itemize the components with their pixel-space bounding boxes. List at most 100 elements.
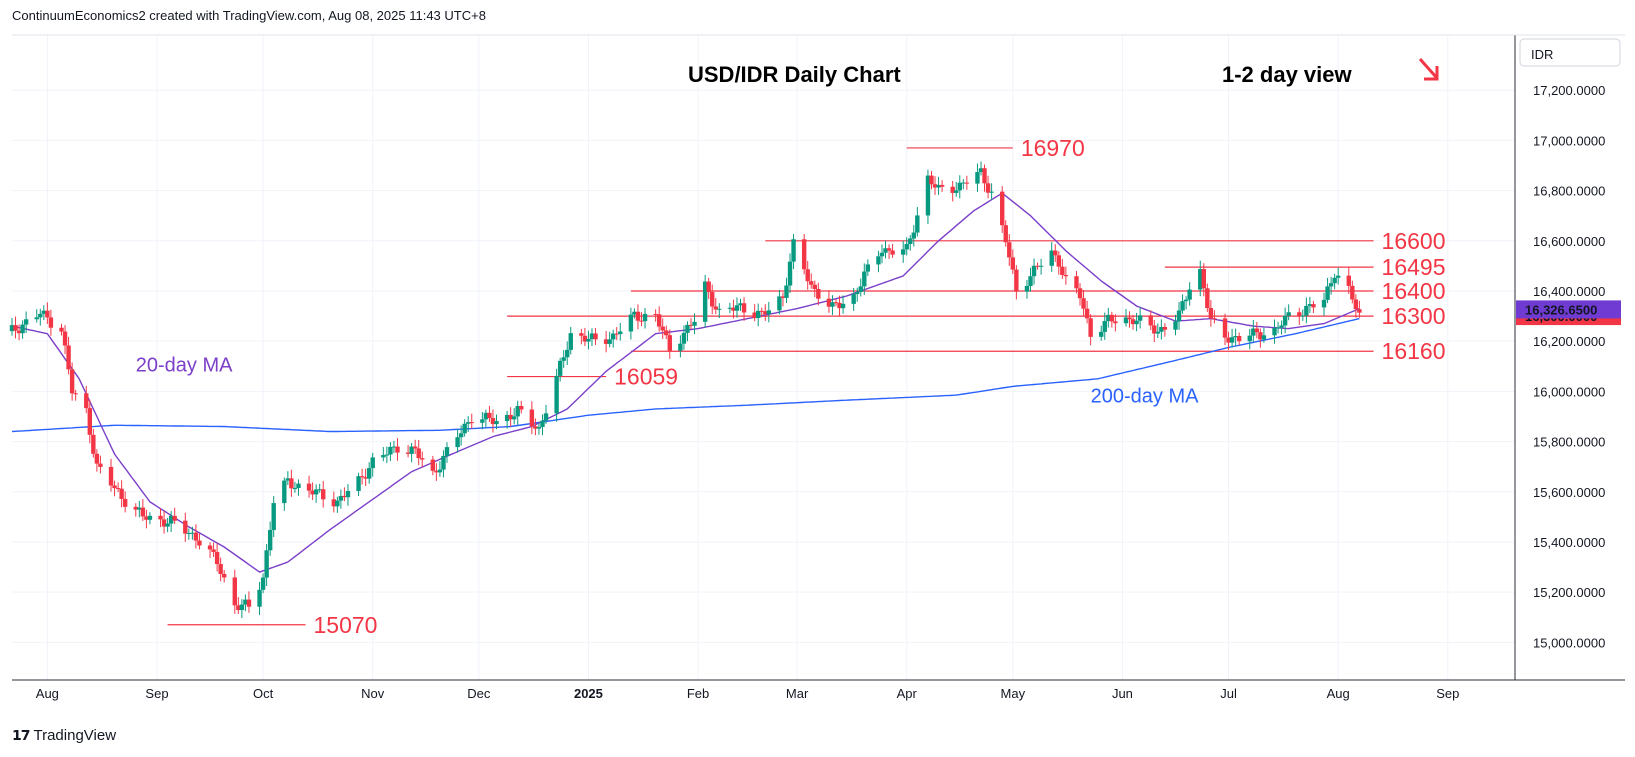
candle-body xyxy=(1286,312,1291,316)
candle-body xyxy=(805,269,810,282)
candle-body xyxy=(161,519,167,527)
candle-body xyxy=(1134,320,1139,325)
candle-body xyxy=(741,303,747,313)
candle-body xyxy=(565,349,570,358)
candle-body xyxy=(766,310,772,315)
candle-body xyxy=(1099,331,1104,337)
candle-body xyxy=(801,239,807,270)
candle-body xyxy=(1130,319,1136,325)
candle-body xyxy=(607,339,612,344)
candle-body xyxy=(38,313,43,318)
candle-body xyxy=(1035,265,1040,267)
candle-body xyxy=(1088,318,1093,337)
candle-body xyxy=(264,550,269,578)
y-tick-label: 16,600.0000 xyxy=(1533,234,1605,249)
candle-body xyxy=(985,183,991,193)
candle-body xyxy=(1275,327,1281,329)
candlesticks xyxy=(9,161,1362,619)
candle-body xyxy=(20,324,25,334)
candle-body xyxy=(1152,325,1157,334)
candle-body xyxy=(87,408,93,435)
currency-box xyxy=(1519,38,1621,67)
candle-body xyxy=(441,455,446,470)
candle-body xyxy=(964,182,970,184)
candle-body xyxy=(289,478,294,489)
candle-body xyxy=(1205,288,1210,309)
candle-body xyxy=(271,503,276,531)
last-price-tag xyxy=(1516,300,1621,319)
candle-body xyxy=(108,466,114,486)
candle-body xyxy=(1258,332,1263,340)
candle-body xyxy=(112,485,117,489)
x-tick-label: Jul xyxy=(1220,686,1237,701)
x-tick-label: Oct xyxy=(253,686,274,701)
candle-body xyxy=(306,483,312,491)
x-tick-label: Sep xyxy=(145,686,168,701)
candle-body xyxy=(1222,318,1228,338)
candle-body xyxy=(536,427,542,429)
candle-body xyxy=(243,599,248,605)
candle-body xyxy=(207,545,213,550)
y-tick-label: 15,400.0000 xyxy=(1533,535,1605,550)
candle-body xyxy=(954,190,959,193)
y-tick-label: 17,000.0000 xyxy=(1533,133,1605,148)
candle-body xyxy=(1247,335,1252,342)
candle-body xyxy=(172,515,177,521)
candle-body xyxy=(409,446,414,454)
candle-body xyxy=(193,532,199,541)
candle-body xyxy=(494,421,499,425)
candle-body xyxy=(190,532,195,534)
candle-body xyxy=(370,457,375,469)
candle-body xyxy=(1049,250,1054,266)
candle-body xyxy=(416,448,421,459)
candle-body xyxy=(1201,269,1206,289)
candle-body xyxy=(165,523,170,527)
candle-body xyxy=(777,296,782,311)
candle-body xyxy=(62,331,68,346)
y-tick-label: 16,000.0000 xyxy=(1533,384,1605,399)
candle-body xyxy=(444,447,450,456)
candle-body xyxy=(9,325,15,332)
candle-body xyxy=(1304,305,1309,316)
candle-body xyxy=(282,480,287,504)
candle-body xyxy=(656,314,662,327)
candle-body xyxy=(978,168,984,173)
y-tick-label: 16,200.0000 xyxy=(1533,334,1605,349)
candle-body xyxy=(929,175,934,185)
candle-body xyxy=(59,327,64,332)
candle-body xyxy=(1109,314,1115,322)
candle-body xyxy=(1127,317,1132,320)
candle-body xyxy=(84,393,89,409)
candle-body xyxy=(791,239,796,262)
chart-title: USD/IDR Daily Chart xyxy=(688,62,901,87)
x-tick-label: Sep xyxy=(1436,686,1459,701)
last-price-label: 16,326.6500 xyxy=(1525,302,1597,317)
candle-body xyxy=(462,423,467,434)
candle-body xyxy=(115,488,121,490)
chart-frame xyxy=(12,34,1625,681)
ma20-line xyxy=(11,192,1360,573)
candle-body xyxy=(915,215,920,233)
candle-body xyxy=(455,437,460,448)
candle-body xyxy=(313,489,319,495)
candle-body xyxy=(158,515,163,520)
candle-body xyxy=(487,412,492,419)
candle-body xyxy=(338,495,344,501)
candle-body xyxy=(292,488,298,490)
candle-body xyxy=(900,249,906,255)
candle-body xyxy=(221,573,227,578)
candle-body xyxy=(833,302,839,304)
level-label: 15070 xyxy=(314,612,378,638)
candle-body xyxy=(41,310,47,314)
axes: 15,000.0000 15,200.0000 15,400.0000 15,600.… xyxy=(36,83,1621,701)
candle-body xyxy=(1251,328,1256,336)
candle-body xyxy=(458,433,464,438)
candle-body xyxy=(480,419,485,423)
candle-body xyxy=(667,335,672,351)
candle-body xyxy=(490,418,496,425)
candle-body xyxy=(1307,304,1313,306)
tradingview-icon: 𝟭𝟳 xyxy=(12,727,31,743)
x-tick-label: Nov xyxy=(361,686,385,701)
candle-body xyxy=(133,506,138,510)
